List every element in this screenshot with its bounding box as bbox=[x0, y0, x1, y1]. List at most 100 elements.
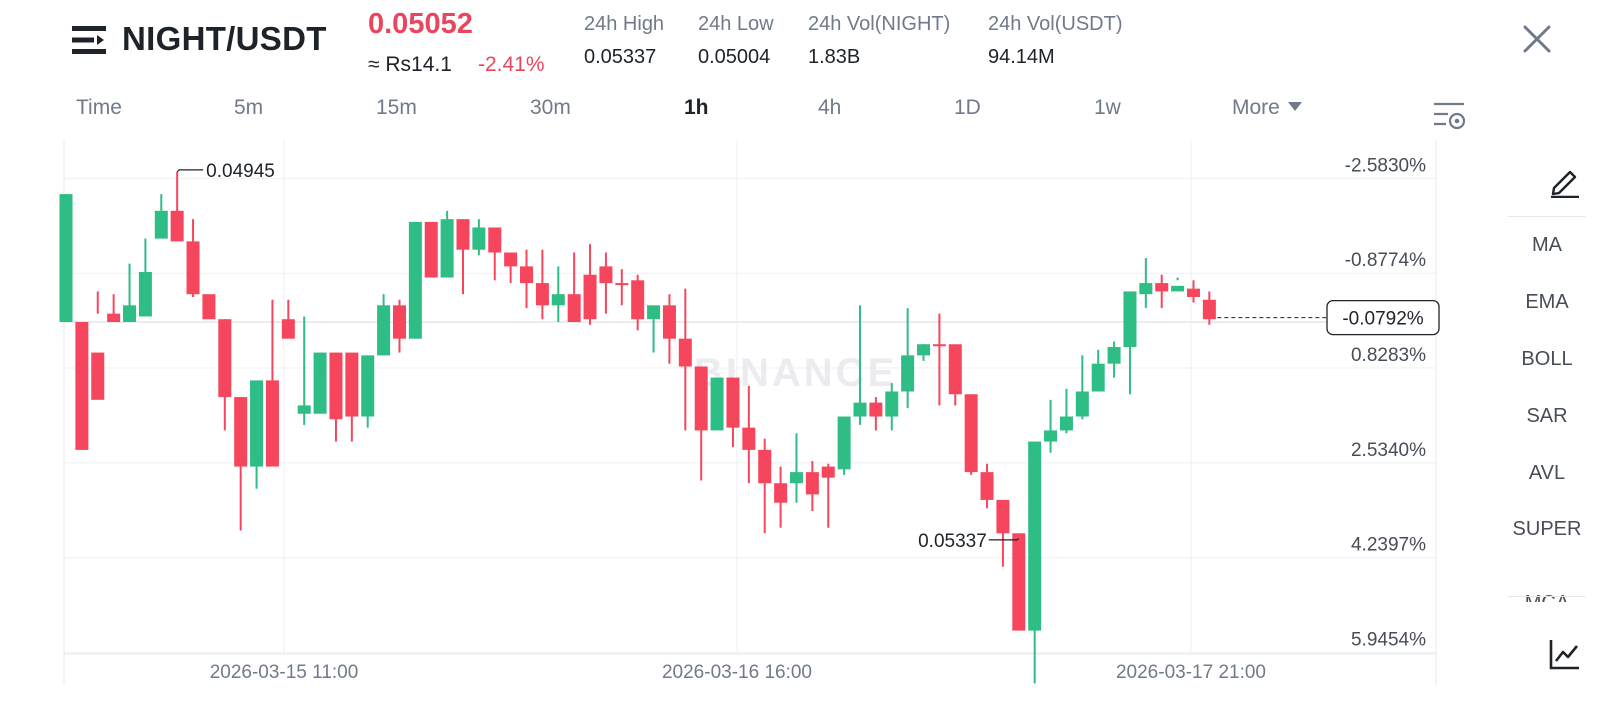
candle-body bbox=[377, 305, 391, 356]
candle bbox=[551, 266, 565, 322]
candle-body bbox=[583, 274, 597, 320]
candle-body bbox=[1012, 533, 1026, 631]
candle-body bbox=[250, 380, 264, 467]
stat-24h-vol-quote: 24h Vol(USDT) 94.14M bbox=[988, 13, 1123, 69]
candle-body bbox=[599, 266, 613, 284]
tab-time[interactable]: Time bbox=[76, 96, 122, 119]
candle-body bbox=[138, 271, 152, 317]
candle bbox=[615, 269, 629, 306]
candle bbox=[1059, 388, 1073, 434]
candle-body bbox=[186, 241, 200, 295]
candle bbox=[456, 219, 470, 295]
indicator-partial[interactable]: MCA bbox=[1508, 594, 1586, 602]
pair-title[interactable]: NIGHT/USDT bbox=[122, 20, 327, 57]
indicator-avl[interactable]: AVL bbox=[1528, 462, 1566, 484]
tab-more[interactable]: More bbox=[1232, 96, 1302, 120]
candle bbox=[1028, 441, 1042, 684]
candle bbox=[710, 377, 724, 431]
candle bbox=[774, 466, 788, 528]
candle-body bbox=[1123, 291, 1137, 348]
candle-body bbox=[567, 294, 581, 322]
stat-label: 24h Vol(NIGHT) bbox=[808, 13, 951, 35]
max-annotation: 0.05337 bbox=[918, 531, 987, 552]
candle-body bbox=[535, 283, 549, 306]
candle bbox=[742, 385, 756, 484]
tab-1h[interactable]: 1h bbox=[684, 96, 709, 119]
draw-pen-icon[interactable] bbox=[1548, 164, 1582, 198]
candle bbox=[504, 252, 518, 284]
candle bbox=[520, 249, 534, 309]
tab-15m[interactable]: 15m bbox=[376, 96, 417, 119]
indicator-ema[interactable]: EMA bbox=[1525, 291, 1569, 313]
candle bbox=[377, 294, 391, 356]
candle-body bbox=[218, 319, 232, 398]
stat-24h-vol-base: 24h Vol(NIGHT) 1.83B bbox=[808, 13, 950, 69]
indicator-sar[interactable]: SAR bbox=[1526, 405, 1568, 427]
candle bbox=[1171, 277, 1185, 292]
candle-body bbox=[1107, 347, 1121, 364]
fiat-price: ≈ Rs14.1 bbox=[368, 53, 452, 76]
candle bbox=[1139, 258, 1153, 309]
candle bbox=[948, 344, 962, 406]
chevron-down-icon bbox=[1287, 102, 1302, 111]
candle-body bbox=[75, 322, 89, 450]
candle-body bbox=[361, 355, 375, 417]
candle bbox=[154, 194, 168, 239]
candle-body bbox=[297, 405, 311, 414]
candle bbox=[980, 463, 994, 509]
tab-5m[interactable]: 5m bbox=[234, 96, 264, 119]
candle-series bbox=[59, 171, 1216, 684]
tab-30m[interactable]: 30m bbox=[530, 96, 571, 119]
candle bbox=[678, 288, 692, 431]
indicator-super[interactable]: SUPER bbox=[1512, 518, 1582, 540]
candle bbox=[1123, 291, 1137, 395]
candle-body bbox=[774, 483, 788, 503]
stat-value: 1.83B bbox=[808, 46, 861, 68]
candle-body bbox=[234, 397, 248, 467]
candle bbox=[123, 263, 137, 322]
candle bbox=[202, 294, 216, 320]
candle-body bbox=[424, 221, 438, 278]
candle-body bbox=[805, 472, 819, 495]
close-icon[interactable] bbox=[1522, 24, 1552, 54]
menu-icon[interactable] bbox=[72, 26, 106, 54]
candle-body bbox=[408, 221, 422, 339]
indicator-boll[interactable]: BOLL bbox=[1521, 348, 1573, 370]
candle-body bbox=[726, 377, 740, 428]
tab-4h[interactable]: 4h bbox=[818, 96, 842, 119]
candle-body bbox=[281, 319, 295, 339]
candle-body bbox=[1075, 391, 1089, 417]
stat-value: 0.05004 bbox=[698, 46, 771, 68]
candle-body bbox=[647, 305, 661, 320]
header: NIGHT/USDT 0.05052 ≈ Rs14.1 -2.41% 24h H… bbox=[0, 0, 1604, 90]
chart-grid bbox=[63, 140, 1437, 685]
chart-line-icon[interactable] bbox=[1548, 637, 1582, 671]
candle bbox=[869, 397, 883, 431]
chart-annotations: 0.04945 0.05337 -0.0792% bbox=[176, 161, 1440, 552]
candle-body bbox=[1155, 283, 1169, 292]
candle bbox=[250, 380, 264, 489]
indicator-ma[interactable]: MA bbox=[1532, 234, 1562, 256]
candle-body bbox=[662, 305, 676, 339]
candle bbox=[1091, 349, 1105, 392]
current-price-label: -0.0792% bbox=[1342, 309, 1423, 330]
candle bbox=[138, 238, 152, 317]
candle-body bbox=[313, 352, 327, 414]
min-leader-line bbox=[176, 169, 204, 173]
chart-settings-icon[interactable] bbox=[1432, 100, 1466, 132]
candle bbox=[297, 316, 311, 425]
candle bbox=[901, 308, 915, 409]
indicator-sidebar: MA EMA BOLL SAR AVL SUPER MCA bbox=[1508, 140, 1604, 710]
candle bbox=[408, 221, 422, 339]
tab-1w[interactable]: 1w bbox=[1094, 96, 1121, 119]
stat-24h-low: 24h Low 0.05004 bbox=[698, 13, 774, 69]
candlestick-chart[interactable]: BINANCE -2.5830%-0.8774%0.0000%0.8283%2.… bbox=[0, 140, 1472, 700]
x-tick-label: 2026-03-16 16:00 bbox=[662, 662, 812, 683]
tab-1d[interactable]: 1D bbox=[954, 96, 981, 119]
current-price-box bbox=[1326, 299, 1440, 336]
candle bbox=[1012, 533, 1026, 631]
candle-body bbox=[869, 402, 883, 417]
candle-body bbox=[59, 194, 73, 322]
candle-body bbox=[615, 283, 629, 286]
candle-body bbox=[154, 210, 168, 239]
